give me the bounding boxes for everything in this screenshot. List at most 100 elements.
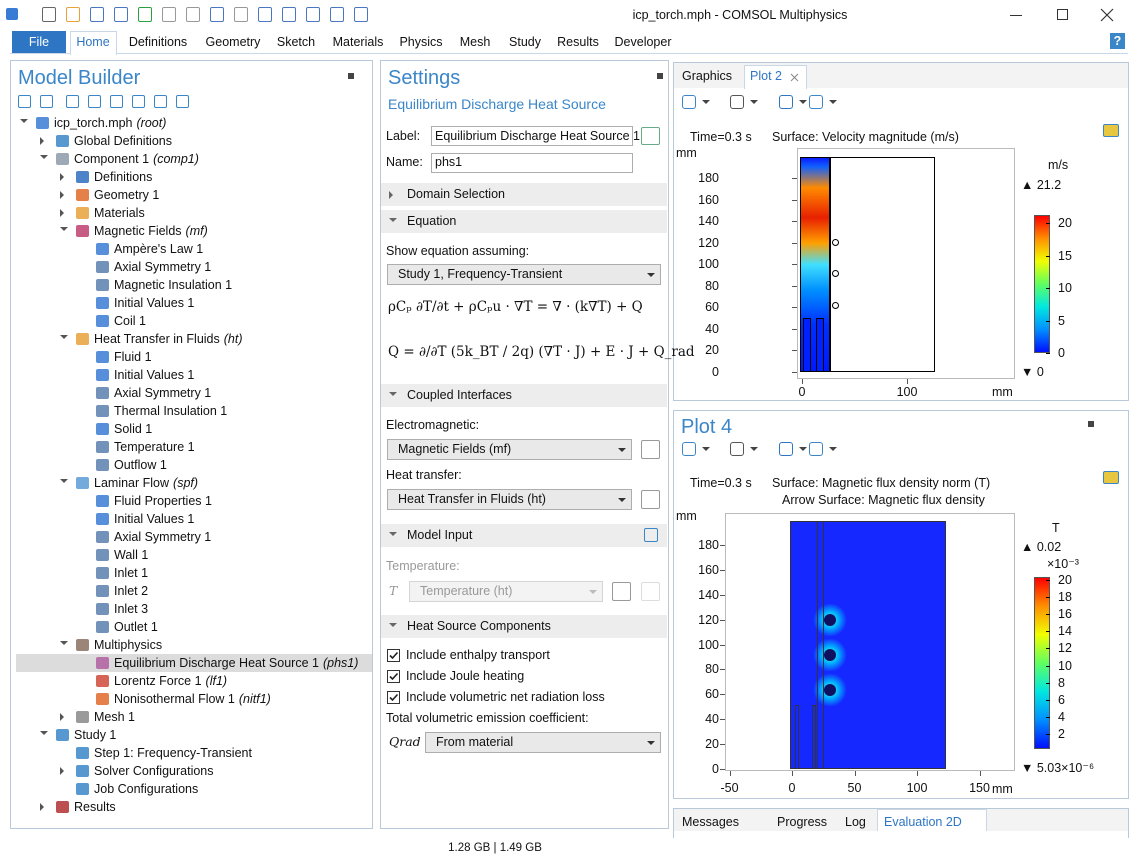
toolbar-button[interactable] (110, 95, 123, 108)
tree-item[interactable]: Results (74, 800, 116, 814)
toolbar-button[interactable] (809, 442, 823, 456)
tab[interactable]: Plot 2 (750, 69, 782, 83)
tree-item[interactable]: Outlet 1 (114, 620, 158, 634)
ribbon-tab[interactable]: Physics (399, 35, 443, 49)
active-tab[interactable] (877, 809, 987, 831)
toolbar-button[interactable] (354, 7, 368, 22)
tree-item[interactable]: Heat Transfer in Fluids (94, 332, 220, 346)
checkbox[interactable] (387, 649, 400, 662)
tab[interactable]: Graphics (682, 69, 733, 83)
toolbar-button[interactable] (730, 442, 744, 456)
checkbox[interactable] (387, 670, 400, 683)
tree-item[interactable]: Materials (94, 206, 145, 220)
toolbar-button[interactable] (88, 95, 101, 108)
ribbon-tab[interactable]: Geometry (205, 35, 261, 49)
help-button-bg[interactable] (1110, 33, 1125, 49)
dropdown[interactable] (387, 439, 632, 460)
icon-button[interactable] (641, 440, 660, 459)
text-input[interactable] (431, 126, 633, 146)
tree-item[interactable]: Laminar Flow (94, 476, 170, 490)
tab-close[interactable] (790, 71, 799, 82)
tree-item[interactable]: Outflow 1 (114, 458, 167, 472)
tree-item[interactable]: Mesh 1 (94, 710, 135, 724)
toolbar-button[interactable] (258, 7, 272, 22)
tree-item[interactable]: Equilibrium Discharge Heat Source 1 (114, 656, 319, 670)
toolbar-button[interactable] (210, 7, 224, 22)
section-header[interactable] (381, 524, 667, 547)
section-header[interactable] (381, 210, 667, 233)
text-input[interactable] (431, 153, 633, 173)
icon-button[interactable] (612, 582, 631, 601)
tree-item[interactable]: Initial Values 1 (114, 296, 195, 310)
tab[interactable]: Log (845, 815, 866, 829)
toolbar-button[interactable] (682, 442, 696, 456)
toolbar-button[interactable] (779, 95, 793, 109)
toolbar-button[interactable] (186, 7, 200, 22)
toolbar-button[interactable] (809, 95, 823, 109)
tree-item[interactable]: Magnetic Insulation 1 (114, 278, 233, 292)
tab[interactable]: Messages (682, 815, 739, 829)
toolbar-button[interactable] (90, 7, 104, 22)
tree-item[interactable]: Axial Symmetry 1 (114, 530, 212, 544)
toolbar-button[interactable] (162, 7, 176, 22)
tree-item[interactable]: Step 1: Frequency-Transient (94, 746, 252, 760)
toolbar-button[interactable] (176, 95, 189, 108)
ribbon-tab[interactable]: Definitions (128, 35, 188, 49)
tree-item[interactable]: Fluid Properties 1 (114, 494, 212, 508)
ribbon-tab[interactable]: Mesh (459, 35, 491, 49)
ribbon-tab[interactable]: Materials (332, 35, 384, 49)
toolbar-button[interactable] (114, 7, 128, 22)
tree-item[interactable]: Axial Symmetry 1 (114, 260, 212, 274)
toolbar-button[interactable] (779, 442, 793, 456)
ribbon-tab[interactable]: Developer (614, 35, 672, 49)
dropdown[interactable] (387, 264, 661, 285)
tree-item[interactable]: Job Configurations (94, 782, 199, 796)
toolbar-button[interactable] (306, 7, 320, 22)
section-title[interactable]: Domain Selection (407, 187, 505, 201)
tree-item[interactable]: Inlet 3 (114, 602, 149, 616)
legend-toggle[interactable] (1103, 471, 1119, 484)
tree-item[interactable]: Multiphysics (94, 638, 163, 652)
dropdown[interactable] (425, 732, 661, 753)
toolbar-button[interactable] (40, 95, 53, 108)
pin-icon[interactable] (1088, 421, 1094, 427)
file-tab-bg[interactable] (12, 31, 66, 53)
legend-toggle[interactable] (1103, 124, 1119, 137)
checkbox-label[interactable]: Include volumetric net radiation loss (406, 690, 605, 704)
tree-item[interactable]: Initial Values 1 (114, 368, 195, 382)
pin-icon[interactable] (657, 73, 663, 79)
ribbon-tab[interactable]: Home (76, 35, 110, 49)
tree-item[interactable]: Nonisothermal Flow 1 (114, 692, 235, 706)
toolbar-button[interactable] (282, 7, 296, 22)
tree-item[interactable]: Global Definitions (74, 134, 172, 148)
maximize-button[interactable] (1057, 9, 1068, 20)
tree-item[interactable]: Solver Configurations (94, 764, 214, 778)
tree-item[interactable]: Lorentz Force 1 (114, 674, 202, 688)
tree-item[interactable]: Magnetic Fields (94, 224, 182, 238)
toolbar-button[interactable] (132, 95, 145, 108)
toolbar-button[interactable] (18, 95, 31, 108)
tree-item[interactable]: Component 1 (74, 152, 150, 166)
ribbon-tab[interactable]: Results (557, 35, 599, 49)
tree-item[interactable]: Geometry 1 (94, 188, 160, 202)
tree-item[interactable]: Coil 1 (114, 314, 146, 328)
section-header[interactable] (381, 615, 667, 638)
section-title[interactable]: Model Input (407, 528, 473, 542)
checkbox[interactable] (387, 691, 400, 704)
toolbar-button[interactable] (730, 95, 744, 109)
home-tab-bg[interactable] (70, 31, 117, 55)
tree-item[interactable]: Definitions (94, 170, 153, 184)
ribbon-tab[interactable]: File (28, 35, 50, 49)
edit-icon[interactable] (644, 528, 658, 542)
section-title[interactable]: Coupled Interfaces (407, 388, 512, 402)
ribbon-tab[interactable]: Sketch (276, 35, 316, 49)
dropdown[interactable] (387, 489, 632, 510)
section-header[interactable] (381, 183, 667, 206)
checkbox-label[interactable]: Include Joule heating (406, 669, 525, 683)
section-header[interactable] (381, 384, 667, 407)
ribbon-tab[interactable]: Study (509, 35, 541, 49)
close-button[interactable] (1100, 8, 1114, 22)
toolbar-button[interactable] (42, 7, 56, 22)
tree-item[interactable]: Initial Values 1 (114, 512, 195, 526)
toolbar-button[interactable] (138, 7, 152, 22)
